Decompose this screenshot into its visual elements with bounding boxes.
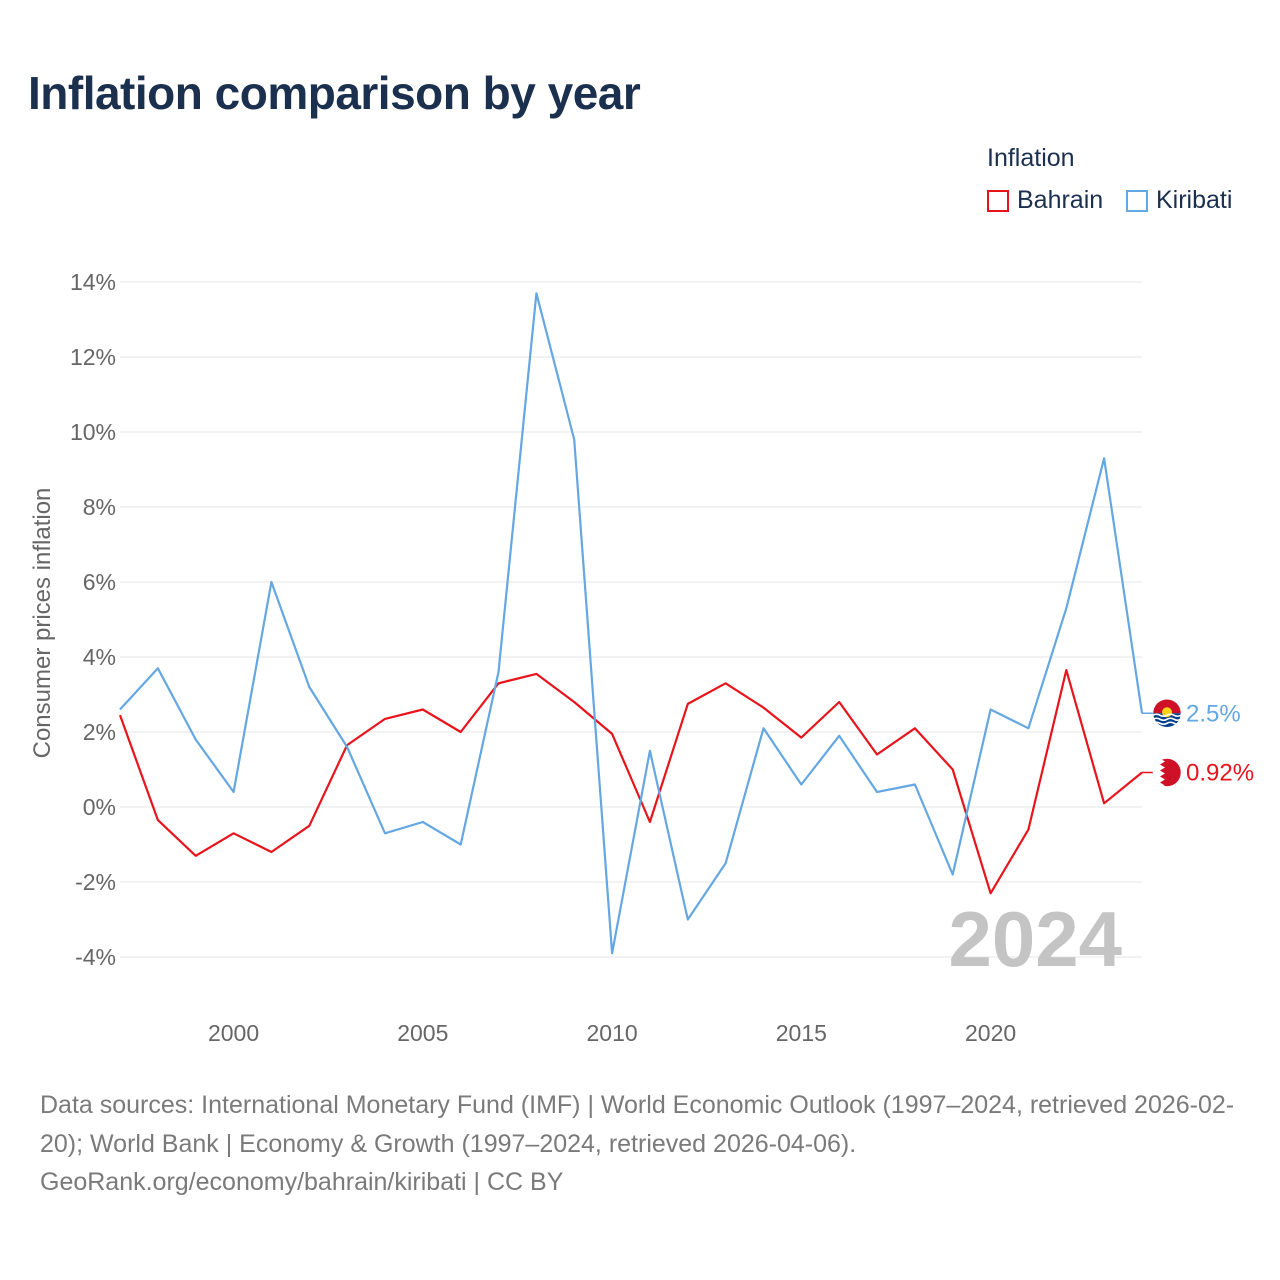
series-line-kiribati	[119, 292, 1144, 955]
end-value-label-bahrain: 0.92%	[1186, 760, 1254, 787]
y-tick-label: 14%	[70, 269, 116, 295]
y-tick-label: 12%	[70, 344, 116, 370]
flag-kiribati-body	[1153, 699, 1181, 728]
legend-label-bahrain: Bahrain	[1017, 186, 1104, 214]
legend-label-kiribati: Kiribati	[1156, 186, 1233, 214]
legend-item-kiribati[interactable]: Kiribati	[1126, 186, 1232, 215]
source-text: Data sources: International Monetary Fun…	[40, 1091, 1235, 1158]
x-tick-label: 2000	[208, 1020, 259, 1046]
series-end-markers: 0.92% 2.5%	[1142, 699, 1254, 787]
y-tick-label: 8%	[83, 494, 116, 520]
legend-title: Inflation	[987, 144, 1075, 172]
flag-kiribati-sky	[1153, 699, 1181, 714]
flag-kiribati	[1152, 699, 1182, 728]
series-line-bahrain	[118, 668, 1143, 895]
legend-item-bahrain[interactable]: Bahrain	[987, 186, 1103, 215]
flag-kiribati-wave	[1153, 713, 1181, 718]
y-axis-ticks: -4% -2% 0% 2% 4% 6% 8% 10% 12% 14%	[70, 269, 116, 970]
line-chart: -4%-2%0%2%4%6%8%10%12%14% 2000 2005 2010 20…	[29, 269, 1254, 1046]
flag-kiribati-wave	[1153, 717, 1181, 722]
y-tick-label: 4%	[83, 644, 116, 670]
y-axis-label: Consumer prices inflation	[29, 488, 56, 759]
series-lines	[118, 292, 1144, 955]
end-value-label-kiribati: 2.5%	[1186, 700, 1241, 727]
y-tick-label: -2%	[75, 869, 116, 895]
flag-outline	[1152, 758, 1182, 787]
y-tick-label: 2%	[83, 719, 116, 745]
legend-swatch-kiribati	[1126, 189, 1148, 212]
x-tick-label: 2005	[397, 1020, 448, 1046]
x-tick-label: 2010	[586, 1020, 637, 1046]
flag-outline	[1152, 699, 1182, 728]
flag-bahrain	[1152, 758, 1182, 787]
grid-lines	[120, 281, 1142, 958]
legend-swatch-bahrain	[987, 189, 1009, 212]
y-tick-label: 0%	[83, 794, 116, 820]
y-tick-label: 10%	[70, 419, 116, 445]
x-axis-ticks: 2000 2005 2010 2015 2020	[208, 1020, 1016, 1046]
data-source-note: Data sources: International Monetary Fun…	[40, 1086, 1250, 1202]
flag-bahrain-band	[1153, 758, 1165, 787]
y-tick-label: 6%	[83, 569, 116, 595]
source-link[interactable]: GeoRank.org/economy/bahrain/kiribati | C…	[40, 1168, 564, 1196]
x-tick-label: 2015	[776, 1020, 827, 1046]
current-year-watermark: 2024	[948, 895, 1122, 983]
chart-title: Inflation comparison by year	[28, 67, 641, 119]
x-tick-label: 2020	[965, 1020, 1016, 1046]
y-tick-label: -4%	[75, 944, 116, 970]
